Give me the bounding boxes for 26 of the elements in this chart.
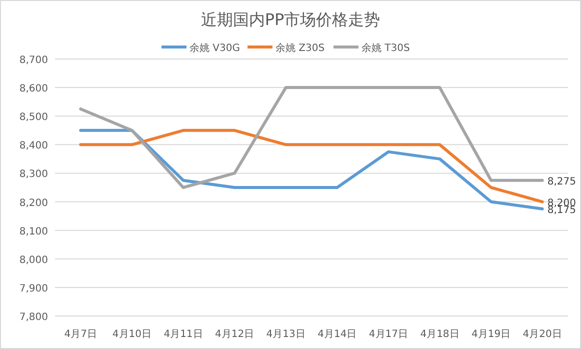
x-tick-label: 4月13日: [266, 329, 306, 340]
y-tick-label: 8,000: [19, 254, 48, 266]
x-tick-label: 4月12日: [215, 329, 254, 340]
chart-title: 近期国内PP市场价格走势: [200, 10, 380, 29]
x-tick-label: 4月7日: [64, 329, 98, 340]
x-tick-label: 4月19日: [472, 329, 511, 340]
y-tick-label: 7,800: [19, 312, 48, 323]
y-tick-label: 8,700: [19, 55, 48, 66]
y-tick-label: 8,400: [19, 140, 48, 152]
x-tick-label: 4月14日: [318, 329, 357, 340]
legend-label: 余姚 T30S: [362, 42, 410, 54]
y-tick-label: 7,900: [19, 283, 48, 294]
x-tick-label: 4月11日: [164, 329, 203, 340]
line-series: [79, 86, 544, 189]
x-tick-label: 4月10日: [112, 329, 152, 340]
x-tick-label: 4月17日: [368, 329, 408, 340]
x-tick-label: 4月20日: [522, 329, 562, 340]
legend-label: 余姚 V30G: [190, 42, 240, 54]
legend-label: 余姚 Z30S: [276, 42, 325, 54]
y-tick-label: 8,300: [19, 169, 48, 180]
y-tick-label: 8,100: [19, 226, 48, 238]
y-tick-label: 8,200: [19, 198, 48, 209]
y-tick-label: 8,500: [19, 112, 48, 124]
y-tick-label: 8,600: [19, 84, 48, 95]
x-tick-label: 4月18日: [420, 329, 460, 340]
data-label: 8,275: [547, 176, 576, 188]
